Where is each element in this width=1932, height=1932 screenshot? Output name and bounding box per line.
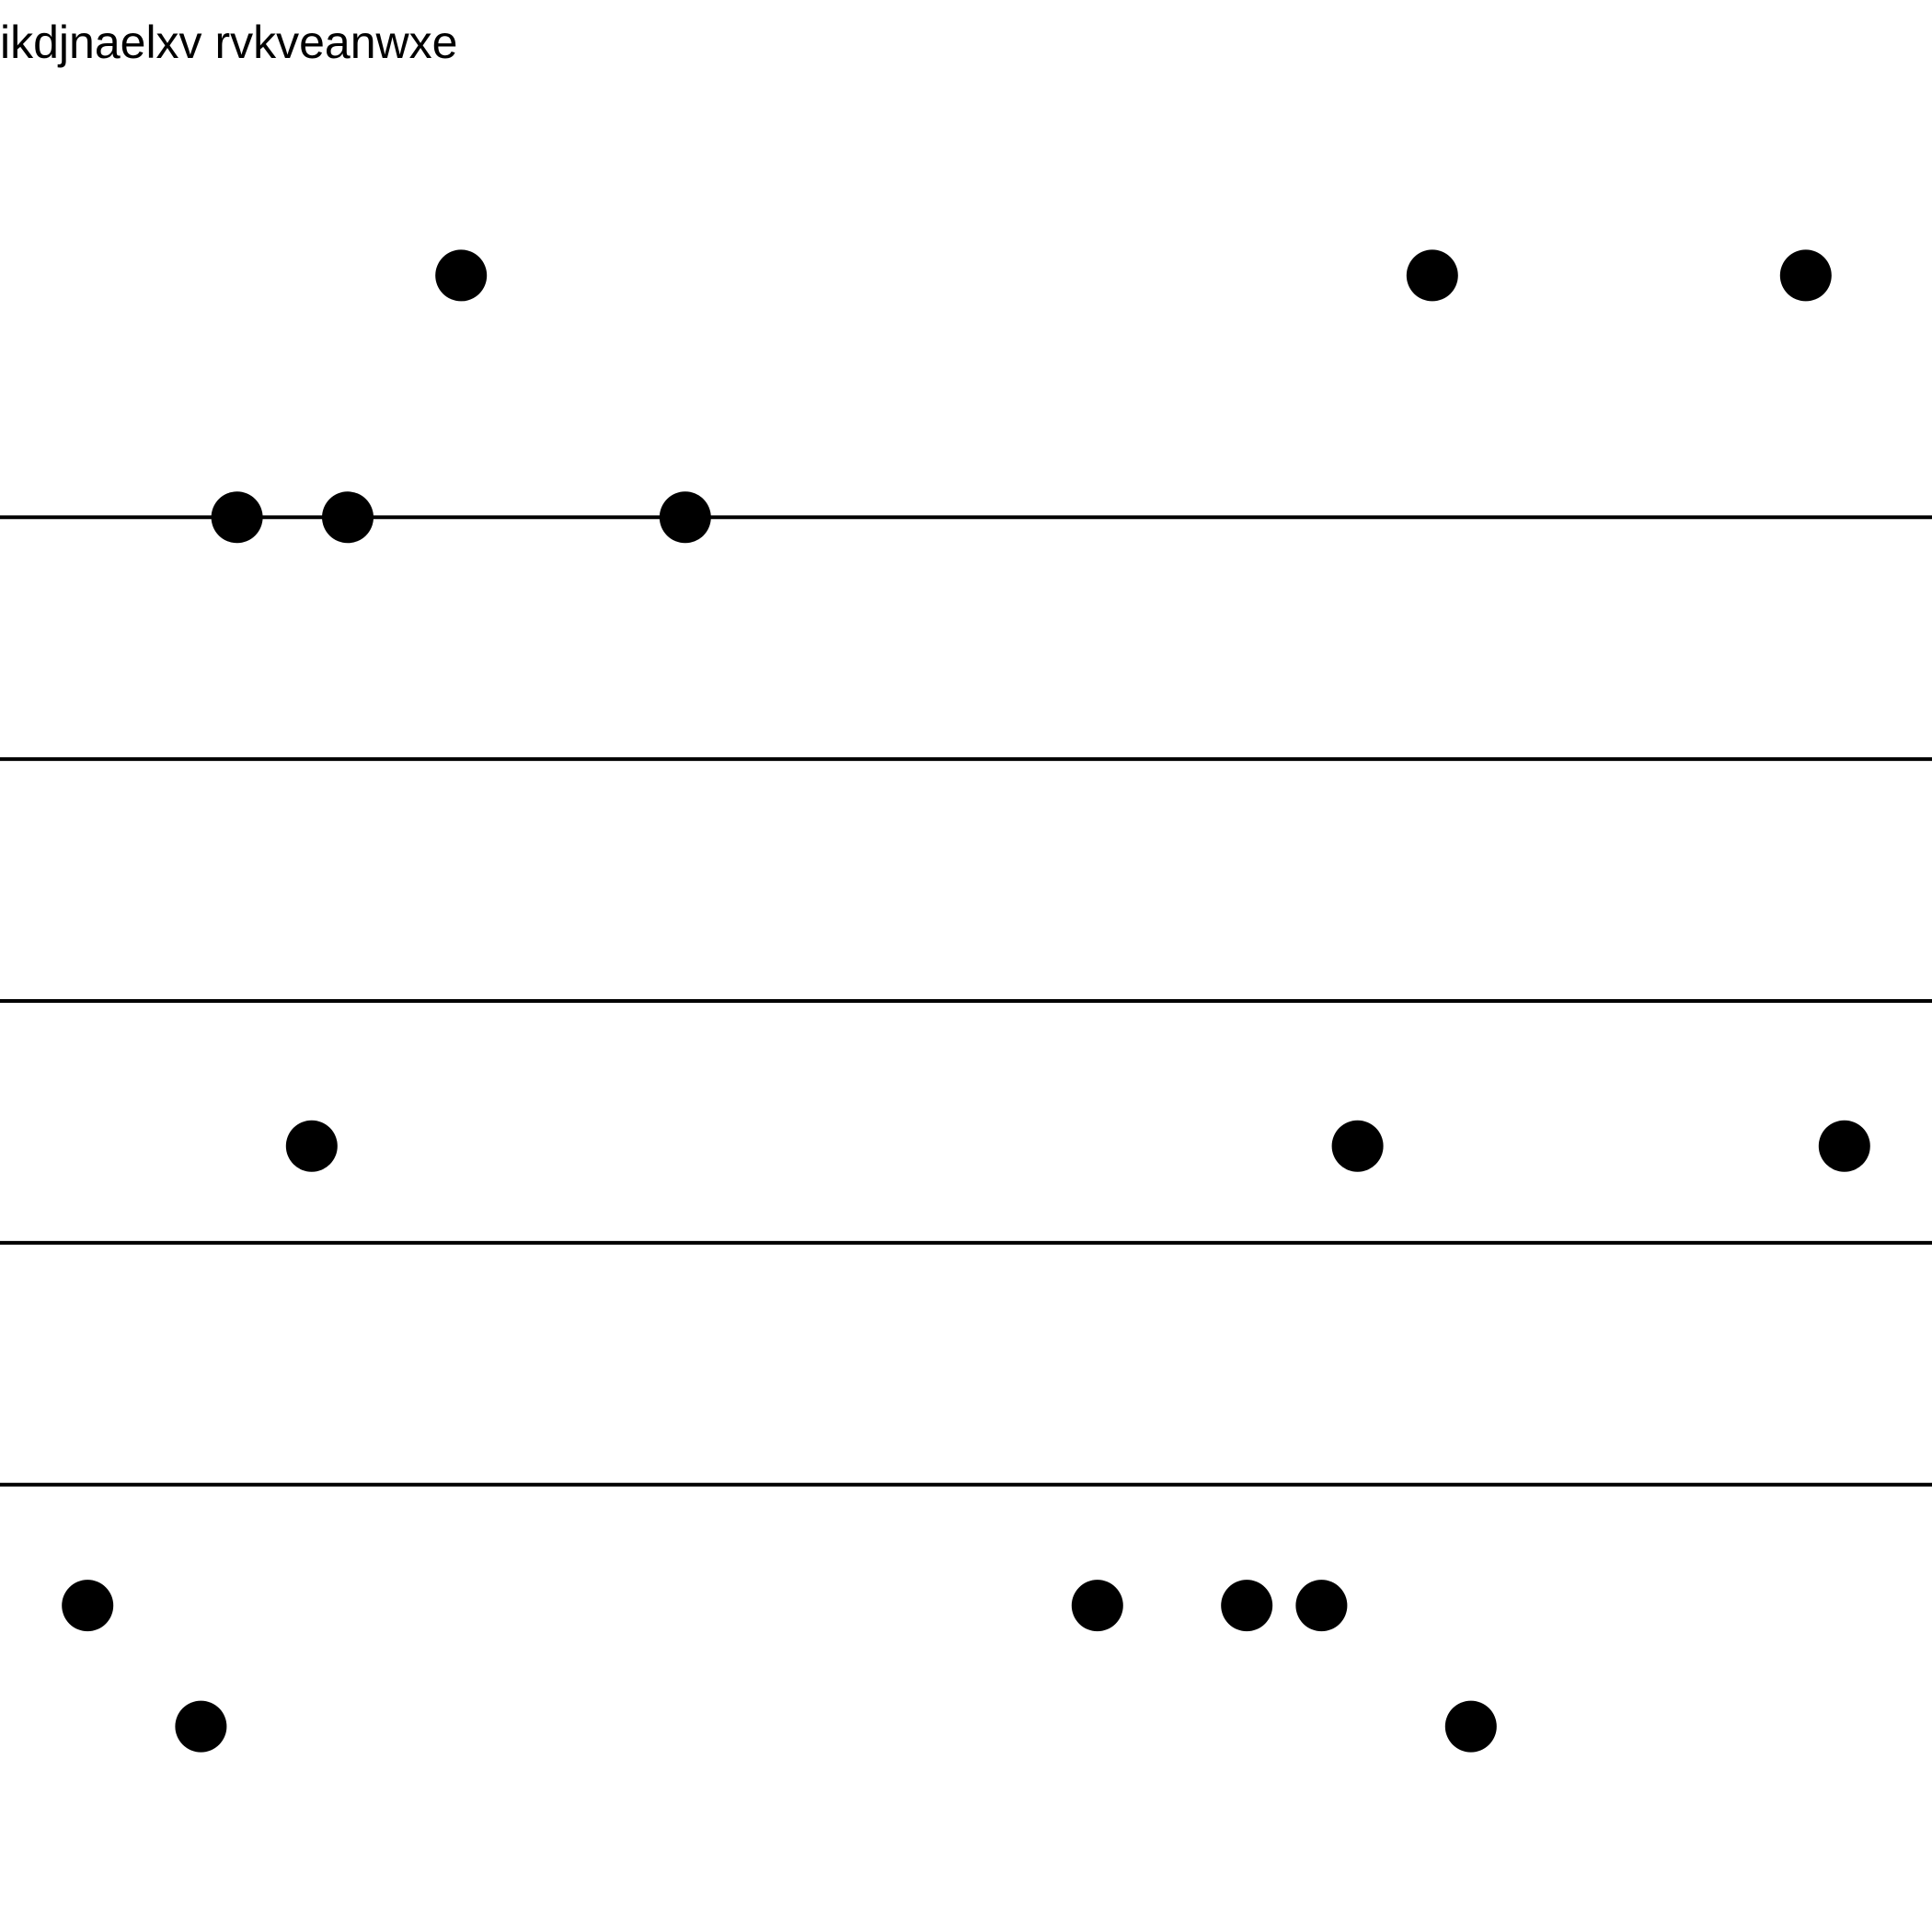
data-point-6	[659, 491, 711, 544]
data-point-1	[435, 249, 488, 302]
data-point-10	[62, 1580, 114, 1632]
data-point-14	[175, 1700, 227, 1753]
data-point-3	[1779, 249, 1832, 302]
data-point-7	[285, 1120, 338, 1172]
horizontal-lines	[0, 515, 1932, 1487]
data-point-4	[211, 491, 263, 544]
data-point-13	[1295, 1580, 1348, 1632]
data-points	[62, 249, 1870, 1753]
data-point-5	[322, 491, 374, 544]
data-point-11	[1071, 1580, 1123, 1632]
chart-title: ikdjnaelxv rvkveanwxe	[0, 17, 458, 68]
data-point-2	[1406, 249, 1458, 302]
data-point-9	[1818, 1120, 1870, 1172]
data-point-15	[1444, 1700, 1497, 1753]
data-point-8	[1331, 1120, 1384, 1172]
data-point-12	[1221, 1580, 1273, 1632]
